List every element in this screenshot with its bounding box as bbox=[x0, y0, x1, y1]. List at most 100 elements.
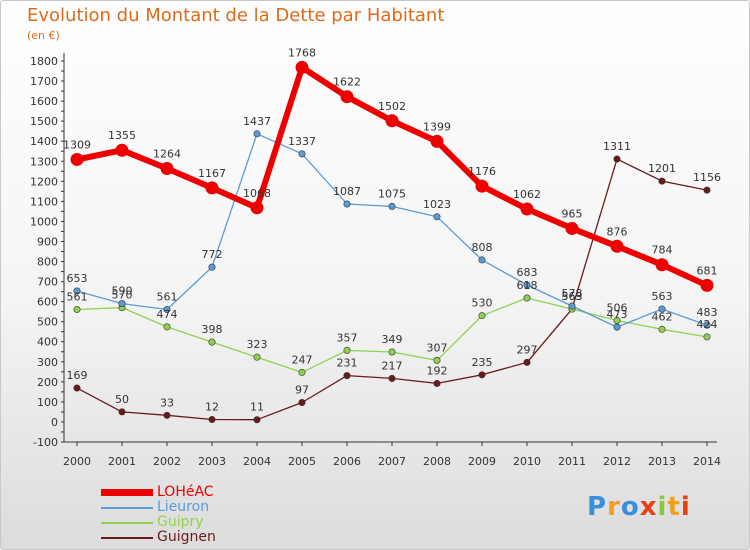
data-label-guignen: 235 bbox=[472, 356, 493, 369]
data-label-guignen: 50 bbox=[115, 393, 129, 406]
data-point-guipry bbox=[253, 353, 261, 361]
data-point-loheac bbox=[160, 161, 174, 175]
data-label-guipry: 307 bbox=[427, 341, 448, 354]
x-tick-label: 2012 bbox=[603, 455, 631, 468]
y-tick-label: 400 bbox=[37, 336, 58, 349]
data-label-lieuron: 772 bbox=[202, 248, 223, 261]
x-tick-label: 2006 bbox=[333, 455, 361, 468]
data-point-guipry bbox=[658, 325, 666, 333]
data-point-guignen bbox=[253, 416, 261, 424]
data-point-lieuron bbox=[163, 305, 171, 313]
data-label-loheac: 784 bbox=[652, 244, 673, 257]
data-point-guignen bbox=[478, 371, 486, 379]
data-point-guignen bbox=[73, 384, 81, 392]
y-tick-label: -100 bbox=[33, 436, 58, 449]
data-label-guignen: 169 bbox=[67, 369, 88, 382]
data-label-guignen: 192 bbox=[427, 364, 448, 377]
data-label-lieuron: 1023 bbox=[423, 198, 451, 211]
data-point-lieuron bbox=[388, 202, 396, 210]
data-point-loheac bbox=[115, 143, 129, 157]
y-tick-label: 600 bbox=[37, 296, 58, 309]
x-tick-label: 2014 bbox=[693, 455, 721, 468]
data-label-loheac: 1176 bbox=[468, 165, 496, 178]
data-point-lieuron bbox=[118, 300, 126, 308]
y-tick-label: 1100 bbox=[30, 195, 58, 208]
data-label-guipry: 563 bbox=[562, 290, 583, 303]
data-point-lieuron bbox=[73, 287, 81, 295]
data-label-guipry: 357 bbox=[337, 331, 358, 344]
data-point-lieuron bbox=[298, 150, 306, 158]
data-point-guipry bbox=[478, 312, 486, 320]
data-label-loheac: 1167 bbox=[198, 167, 226, 180]
data-label-guignen: 11 bbox=[250, 401, 264, 414]
data-point-loheac bbox=[70, 152, 84, 166]
data-point-guipry bbox=[73, 305, 81, 313]
data-label-guipry: 530 bbox=[472, 297, 493, 310]
data-label-guignen: 97 bbox=[295, 383, 309, 396]
data-label-loheac: 1264 bbox=[153, 147, 181, 160]
data-label-guipry: 506 bbox=[607, 301, 628, 314]
data-label-guignen: 297 bbox=[517, 343, 538, 356]
data-point-guignen bbox=[703, 186, 711, 194]
y-tick-label: 300 bbox=[37, 356, 58, 369]
legend-label-loheac: LOHéAC bbox=[157, 484, 214, 500]
y-tick-label: 1400 bbox=[30, 135, 58, 148]
x-tick-label: 2010 bbox=[513, 455, 541, 468]
data-point-guignen bbox=[523, 358, 531, 366]
data-label-guipry: 247 bbox=[292, 353, 313, 366]
data-label-loheac: 965 bbox=[562, 207, 583, 220]
y-tick-label: 0 bbox=[51, 416, 58, 429]
x-tick-label: 2002 bbox=[153, 455, 181, 468]
data-label-guipry: 474 bbox=[157, 308, 178, 321]
data-label-lieuron: 1087 bbox=[333, 185, 361, 198]
data-point-guignen bbox=[433, 379, 441, 387]
data-label-guipry: 561 bbox=[67, 290, 88, 303]
data-point-guignen bbox=[658, 177, 666, 185]
data-label-guignen: 33 bbox=[160, 396, 174, 409]
data-label-loheac: 1768 bbox=[288, 46, 316, 59]
data-point-loheac bbox=[385, 114, 399, 128]
data-point-guignen bbox=[613, 155, 621, 163]
logo-letter: t bbox=[667, 492, 681, 522]
data-label-guignen: 1201 bbox=[648, 162, 676, 175]
data-point-guignen bbox=[163, 411, 171, 419]
data-label-guignen: 231 bbox=[337, 357, 358, 370]
x-tick-label: 2005 bbox=[288, 455, 316, 468]
data-point-lieuron bbox=[523, 281, 531, 289]
legend-item-guipry: Guipry bbox=[101, 514, 301, 530]
data-point-loheac bbox=[610, 239, 624, 253]
x-tick-label: 2007 bbox=[378, 455, 406, 468]
logo-letter: i bbox=[657, 492, 668, 522]
data-label-loheac: 1399 bbox=[423, 120, 451, 133]
data-label-guignen: 563 bbox=[562, 290, 583, 303]
data-label-guipry: 570 bbox=[112, 289, 133, 302]
y-tick-label: 100 bbox=[37, 396, 58, 409]
x-tick-label: 2009 bbox=[468, 455, 496, 468]
data-point-lieuron bbox=[433, 213, 441, 221]
data-point-lieuron bbox=[208, 263, 216, 271]
legend-label-guignen: Guignen bbox=[157, 529, 216, 545]
legend: LOHéAC Lieuron Guipry Guignen bbox=[101, 484, 301, 545]
y-tick-label: 800 bbox=[37, 256, 58, 269]
proxiti-logo: Proxiti bbox=[587, 492, 691, 522]
y-tick-label: 700 bbox=[37, 276, 58, 289]
data-point-guipry bbox=[388, 348, 396, 356]
data-point-guipry bbox=[703, 333, 711, 341]
data-label-lieuron: 653 bbox=[67, 272, 88, 285]
data-point-loheac bbox=[295, 60, 309, 74]
data-label-lieuron: 473 bbox=[607, 308, 628, 321]
y-tick-label: 1300 bbox=[30, 155, 58, 168]
data-point-guignen bbox=[388, 374, 396, 382]
data-label-lieuron: 561 bbox=[157, 290, 178, 303]
data-point-guipry bbox=[433, 356, 441, 364]
data-point-guipry bbox=[343, 346, 351, 354]
y-tick-label: 1800 bbox=[30, 55, 58, 68]
data-label-lieuron: 808 bbox=[472, 241, 493, 254]
x-tick-label: 2013 bbox=[648, 455, 676, 468]
data-point-loheac bbox=[430, 134, 444, 148]
data-label-guipry: 398 bbox=[202, 323, 223, 336]
data-point-guipry bbox=[298, 368, 306, 376]
legend-swatch-guipry bbox=[101, 522, 153, 524]
legend-swatch-guignen bbox=[101, 537, 153, 539]
